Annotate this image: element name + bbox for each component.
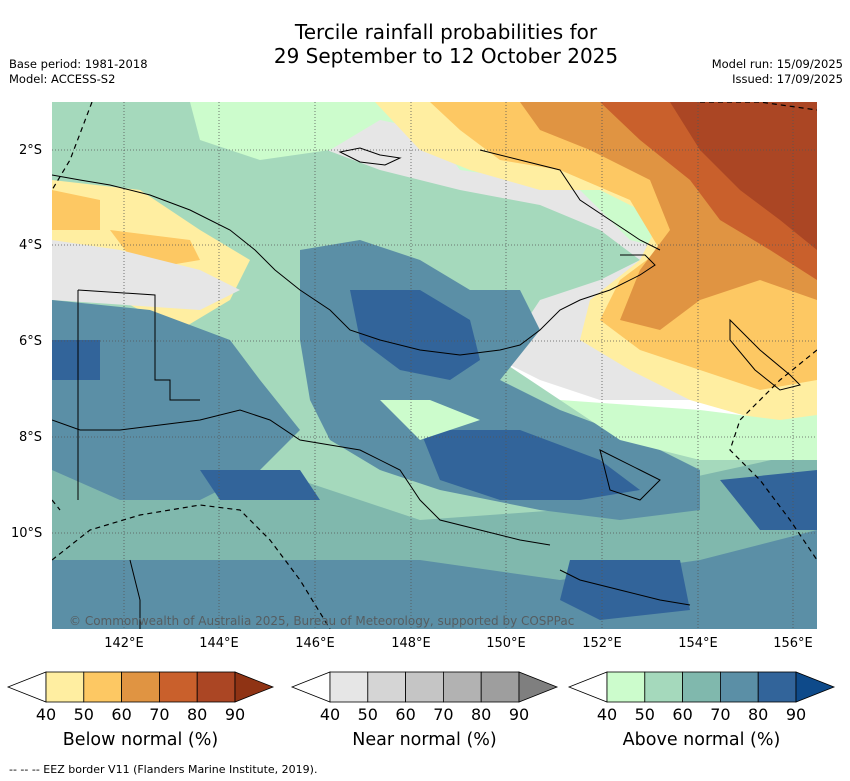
lon-label-152e: 152°E (582, 636, 622, 651)
colorbar-segment (45, 671, 85, 703)
lat-label-2s: 2°S (19, 143, 43, 158)
eez-borders (52, 102, 817, 629)
colorbar-segment (83, 671, 123, 703)
colorbar-under-triangle (290, 671, 331, 703)
colorbar-segment (367, 671, 406, 703)
colorbar-tick-label: 70 (433, 705, 454, 724)
colorbar-segment (682, 671, 721, 703)
title-line-1: Tercile rainfall probabilities for (294, 20, 598, 44)
issued-date: Issued: 17/09/2025 (732, 72, 843, 86)
colorbar-segment (720, 671, 759, 703)
lon-label-146e: 146°E (295, 636, 335, 651)
colorbars (6, 671, 836, 703)
colorbar-tick-label: 40 (596, 705, 618, 724)
meta-right: Model run: 15/09/2025 Issued: 17/09/2025 (712, 57, 843, 87)
colorbar-tick-label: 90 (508, 705, 530, 724)
colorbar-under-triangle (567, 671, 608, 703)
colorbar-over-triangle (795, 671, 836, 703)
colorbar-tick-label: 80 (187, 705, 208, 724)
colorbar-tick-label: 70 (149, 705, 170, 724)
colorbar-tick-label: 90 (224, 705, 246, 724)
lon-label-154e: 154°E (678, 636, 718, 651)
colorbar-tick-label: 40 (319, 705, 341, 724)
colorbar-tick-label: 60 (111, 705, 132, 724)
colorbar-segment (405, 671, 444, 703)
colorbar-tick-label: 50 (73, 705, 94, 724)
lat-label-4s: 4°S (19, 238, 43, 253)
model-run: Model run: 15/09/2025 (711, 57, 843, 71)
colorbar-tick-label: 70 (710, 705, 731, 724)
model-name: Model: ACCESS-S2 (9, 72, 116, 86)
title-line-2: 29 September to 12 October 2025 (273, 44, 619, 68)
lon-label-150e: 150°E (486, 636, 526, 651)
colorbar-over-triangle (234, 671, 275, 703)
colorbar-segment (480, 671, 520, 703)
colorbar-tick-label: 50 (357, 705, 378, 724)
colorbar-tick-label: 40 (35, 705, 57, 724)
colorbar-segment (442, 671, 482, 703)
eez-footnote: -- -- -- EEZ border V11 (Flanders Marine… (9, 763, 318, 776)
colorbar-tick-label: 80 (471, 705, 492, 724)
colorbar-segment (644, 671, 683, 703)
lon-label-142e: 142°E (104, 636, 144, 651)
colorbar-tick-label: 60 (395, 705, 416, 724)
colorbar-tick-label: 80 (748, 705, 769, 724)
colorbar-tick-label: 90 (785, 705, 807, 724)
lon-label-144e: 144°E (199, 636, 239, 651)
colorbar-segment (606, 671, 646, 703)
map-title: Tercile rainfall probabilities for 29 Se… (0, 20, 850, 68)
colorbar-above-normal (567, 671, 836, 703)
colorbar-segment (158, 671, 198, 703)
meta-left: Base period: 1981-2018 Model: ACCESS-S2 (9, 57, 148, 87)
colorbar-below-normal (6, 671, 275, 703)
colorbar-under-triangle (6, 671, 47, 703)
colorbar-segment (329, 671, 369, 703)
probability-field (52, 102, 817, 629)
base-period: Base period: 1981-2018 (9, 57, 148, 71)
lat-label-6s: 6°S (19, 334, 43, 349)
lat-label-10s: 10°S (11, 526, 43, 541)
lon-label-156e: 156°E (773, 636, 813, 651)
colorbar-segment (196, 671, 236, 703)
colorbar-near-normal (290, 671, 559, 703)
colorbar-title: Below normal (%) (62, 730, 219, 750)
graticule (52, 102, 817, 629)
lon-label-148e: 148°E (391, 636, 431, 651)
colorbar-tick-label: 50 (634, 705, 655, 724)
colorbar-title: Above normal (%) (622, 730, 781, 750)
colorbar-segment (757, 671, 797, 703)
colorbar-tick-label: 60 (672, 705, 693, 724)
colorbar-segment (121, 671, 160, 703)
colorbar-over-triangle (518, 671, 559, 703)
lat-label-8s: 8°S (19, 430, 43, 445)
colorbar-title: Near normal (%) (352, 730, 497, 750)
coastlines (52, 147, 801, 629)
copyright-notice: © Commonwealth of Australia 2025, Bureau… (69, 614, 575, 628)
